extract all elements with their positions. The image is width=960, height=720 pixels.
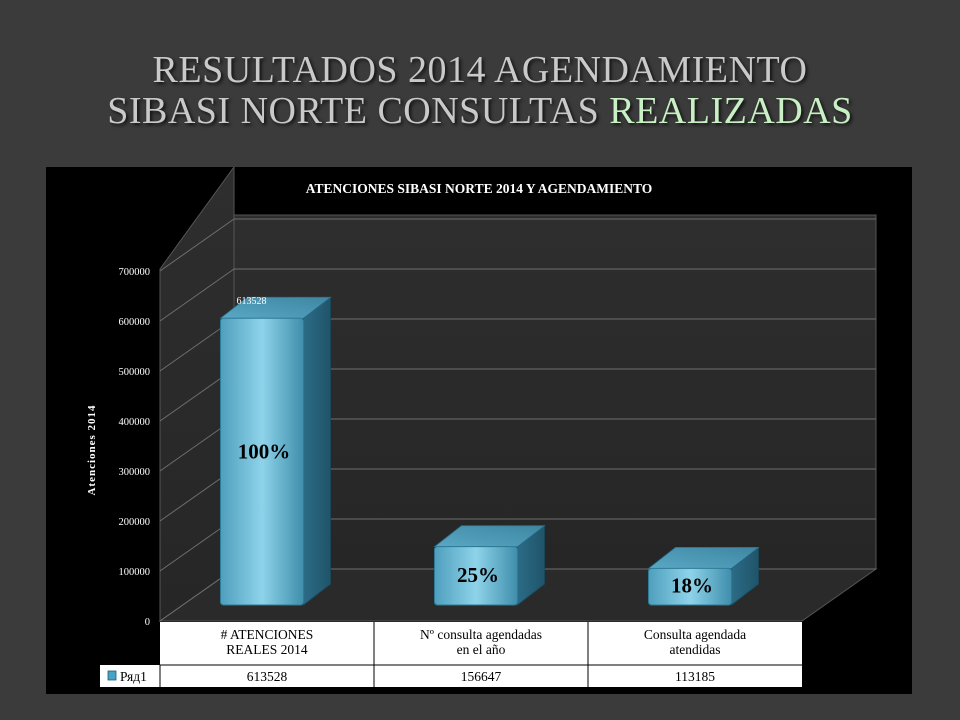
bar-chart: ATENCIONES SIBASI NORTE 2014 Y AGENDAMIE… [86,165,878,687]
y-tick-label: 500000 [119,367,151,378]
bar-percent-label: 100% [238,440,291,464]
gridline-side [159,268,235,322]
category-label: # ATENCIONES REALES 2014 [221,627,314,657]
bars: 100% 613528 25% 18% [219,296,760,606]
bar [648,567,732,606]
bar-percent-label: 18% [671,574,713,598]
bar-group: 100% 613528 [219,296,332,606]
category-label-line: # ATENCIONES [221,627,314,642]
y-axis-label: Atenciones 2014 [86,404,98,495]
chart-title: ATENCIONES SIBASI NORTE 2014 Y AGENDAMIE… [306,181,652,196]
slide-title: RESULTADOS 2014 AGENDAMIENTO SIBASI NORT… [0,50,960,132]
table-header-row [160,622,802,665]
bar-data-label: 613528 [237,296,267,307]
y-tick-label: 0 [145,617,150,628]
bar [220,317,304,606]
legend-series-name: Ряд1 [120,669,147,684]
bar-percent-label: 25% [457,563,499,587]
y-tick-label: 100000 [119,567,151,578]
category-label-line: Consulta agendada [644,627,746,642]
category-label-line: en el año [457,642,506,657]
bar-side [303,296,331,606]
slide-title-line2-text: SIBASI NORTE CONSULTAS [107,90,610,132]
slide-title-line2: SIBASI NORTE CONSULTAS REALIZADAS [0,91,960,132]
slide-title-line1: RESULTADOS 2014 AGENDAMIENTO [152,49,808,91]
y-tick-label: 200000 [119,517,151,528]
table-value-cell: 156647 [461,669,502,684]
category-label-line: atendidas [670,642,721,657]
y-tick-label: 600000 [119,317,151,328]
table-value-cell: 613528 [247,669,288,684]
bar-group: 25% [433,524,546,606]
table-value-row [100,665,802,687]
bar-group: 18% [647,546,760,606]
slide-title-highlight: REALIZADAS [609,90,853,132]
category-label-line: REALES 2014 [226,642,308,657]
bar [434,546,518,606]
back-wall [233,214,877,570]
chart-panel: ATENCIONES SIBASI NORTE 2014 Y AGENDAMIE… [46,165,912,694]
data-table: # ATENCIONES REALES 2014 613528 Nº consulta… [100,622,802,687]
table-value-cell: 113185 [675,669,715,684]
y-axis-ticks: 0 100000 200000 300000 400000 500000 600000 700… [119,267,151,628]
gridline-side [159,218,235,272]
category-label: Consulta agendada atendidas [644,627,746,657]
category-label-line: Nº consulta agendadas [420,627,542,642]
legend-swatch [107,670,117,681]
y-tick-label: 700000 [119,267,151,278]
y-tick-label: 300000 [119,467,151,478]
category-label: Nº consulta agendadas en el año [420,627,542,657]
y-tick-label: 400000 [119,417,151,428]
